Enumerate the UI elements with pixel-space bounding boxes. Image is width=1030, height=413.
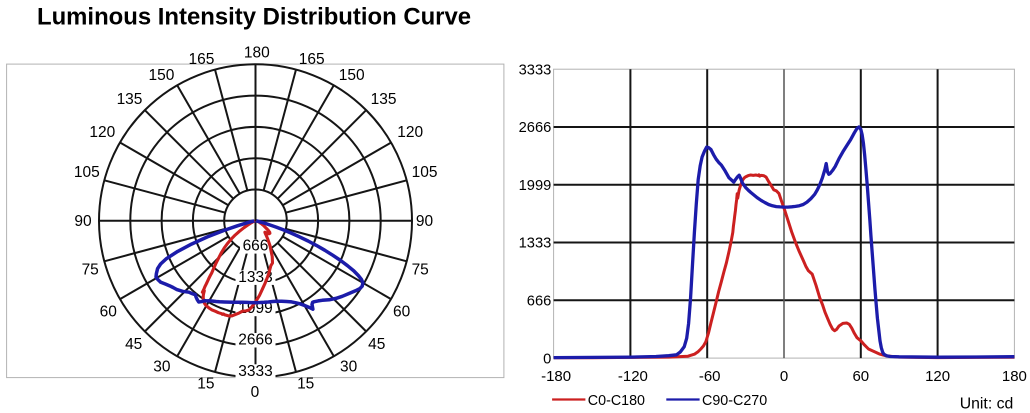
svg-text:666: 666 — [243, 238, 269, 255]
svg-text:90: 90 — [416, 213, 434, 230]
svg-text:30: 30 — [153, 358, 171, 375]
svg-text:C0-C180: C0-C180 — [588, 393, 645, 409]
svg-text:15: 15 — [297, 375, 314, 392]
svg-text:135: 135 — [117, 91, 143, 108]
svg-text:-180: -180 — [541, 368, 571, 385]
svg-text:105: 105 — [74, 164, 100, 181]
svg-text:120: 120 — [89, 124, 115, 141]
svg-text:150: 150 — [339, 67, 365, 84]
svg-text:90: 90 — [74, 213, 92, 230]
svg-text:150: 150 — [148, 67, 174, 84]
svg-text:1333: 1333 — [519, 236, 552, 252]
svg-text:165: 165 — [188, 51, 214, 68]
svg-text:165: 165 — [299, 51, 325, 68]
svg-text:180: 180 — [1002, 368, 1027, 385]
svg-text:666: 666 — [527, 294, 552, 310]
svg-text:0: 0 — [251, 384, 260, 401]
svg-text:0: 0 — [780, 368, 788, 385]
svg-text:1999: 1999 — [238, 300, 272, 317]
svg-text:45: 45 — [125, 336, 142, 353]
svg-text:135: 135 — [371, 91, 397, 108]
svg-text:75: 75 — [412, 261, 429, 278]
svg-text:120: 120 — [397, 124, 423, 141]
svg-text:0: 0 — [543, 351, 551, 367]
svg-text:120: 120 — [925, 368, 950, 385]
svg-text:-120: -120 — [618, 368, 648, 385]
svg-text:60: 60 — [852, 368, 869, 385]
svg-text:3333: 3333 — [519, 62, 552, 78]
svg-text:-60: -60 — [699, 368, 721, 385]
svg-text:60: 60 — [100, 304, 118, 321]
svg-text:15: 15 — [197, 375, 214, 392]
svg-text:2666: 2666 — [519, 120, 552, 136]
svg-text:Luminous Intensity Distributio: Luminous Intensity Distribution Curve — [37, 4, 471, 31]
svg-text:75: 75 — [82, 261, 99, 278]
svg-text:45: 45 — [368, 336, 385, 353]
svg-text:2666: 2666 — [238, 332, 272, 349]
svg-text:3333: 3333 — [238, 363, 272, 380]
svg-text:1999: 1999 — [519, 178, 552, 194]
svg-text:Unit: cd: Unit: cd — [960, 395, 1014, 412]
svg-text:105: 105 — [412, 164, 438, 181]
svg-text:180: 180 — [244, 45, 270, 62]
svg-text:60: 60 — [393, 304, 411, 321]
svg-text:30: 30 — [340, 358, 358, 375]
svg-text:C90-C270: C90-C270 — [702, 393, 767, 409]
